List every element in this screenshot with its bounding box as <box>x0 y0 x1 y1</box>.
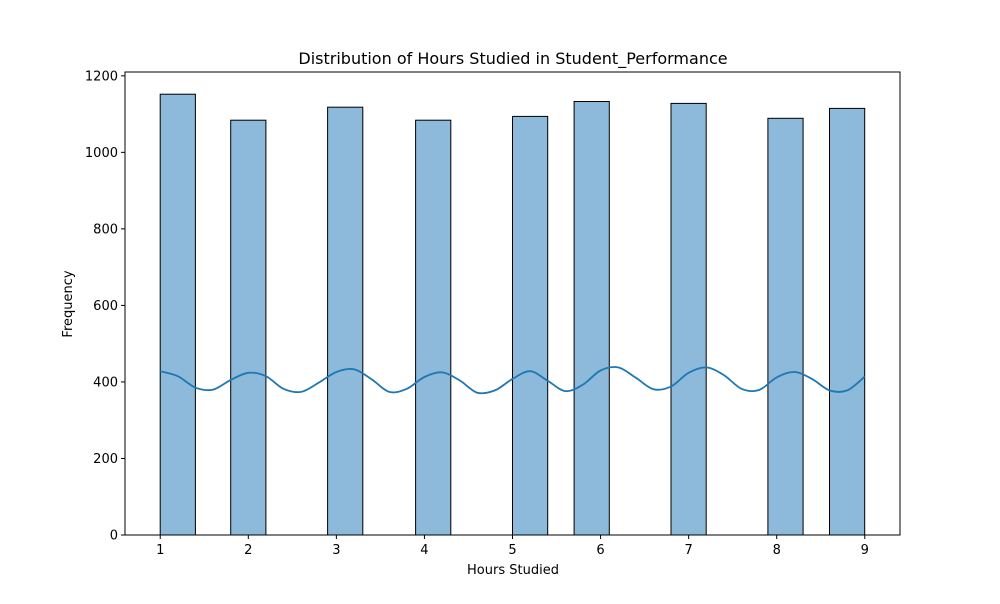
histogram-bar-2 <box>230 119 267 536</box>
x-tick-label: 3 <box>332 543 340 558</box>
kde-line <box>159 366 866 395</box>
y-tick-label: 1200 <box>85 69 118 84</box>
histogram-bar-6 <box>573 101 610 536</box>
y-tick-label: 0 <box>110 529 118 544</box>
kde-group <box>159 366 866 395</box>
x-tick-label: 5 <box>508 543 516 558</box>
x-tick-label: 6 <box>596 543 604 558</box>
y-axis-label: Frequency <box>61 270 76 337</box>
x-tick-label: 4 <box>420 543 428 558</box>
histogram-bar-4 <box>415 119 452 536</box>
histogram-bar-7 <box>670 102 707 536</box>
x-tick-label: 7 <box>684 543 692 558</box>
y-tick-label: 600 <box>93 299 118 314</box>
y-tick-label: 200 <box>93 452 118 467</box>
histogram-bar-9 <box>829 107 866 536</box>
x-tick-label: 2 <box>244 543 252 558</box>
histogram-bar-3 <box>327 106 364 536</box>
x-tick-label: 9 <box>861 543 869 558</box>
histogram-bar-8 <box>767 117 804 536</box>
x-tick-label: 8 <box>773 543 781 558</box>
y-tick-label: 1000 <box>85 146 118 161</box>
x-axis-ticks: 1 2 3 4 5 6 7 8 9 <box>156 535 869 558</box>
bars-group <box>159 93 866 536</box>
y-tick-label: 800 <box>93 222 118 237</box>
y-axis-ticks: 0 200 400 600 800 1000 1200 <box>85 69 125 544</box>
histogram-bar-5 <box>512 115 549 536</box>
histogram-bar-1 <box>159 93 196 536</box>
chart-title: Distribution of Hours Studied in Student… <box>298 49 727 69</box>
y-tick-label: 400 <box>93 375 118 390</box>
x-axis-label: Hours Studied <box>467 563 559 578</box>
x-tick-label: 1 <box>156 543 164 558</box>
